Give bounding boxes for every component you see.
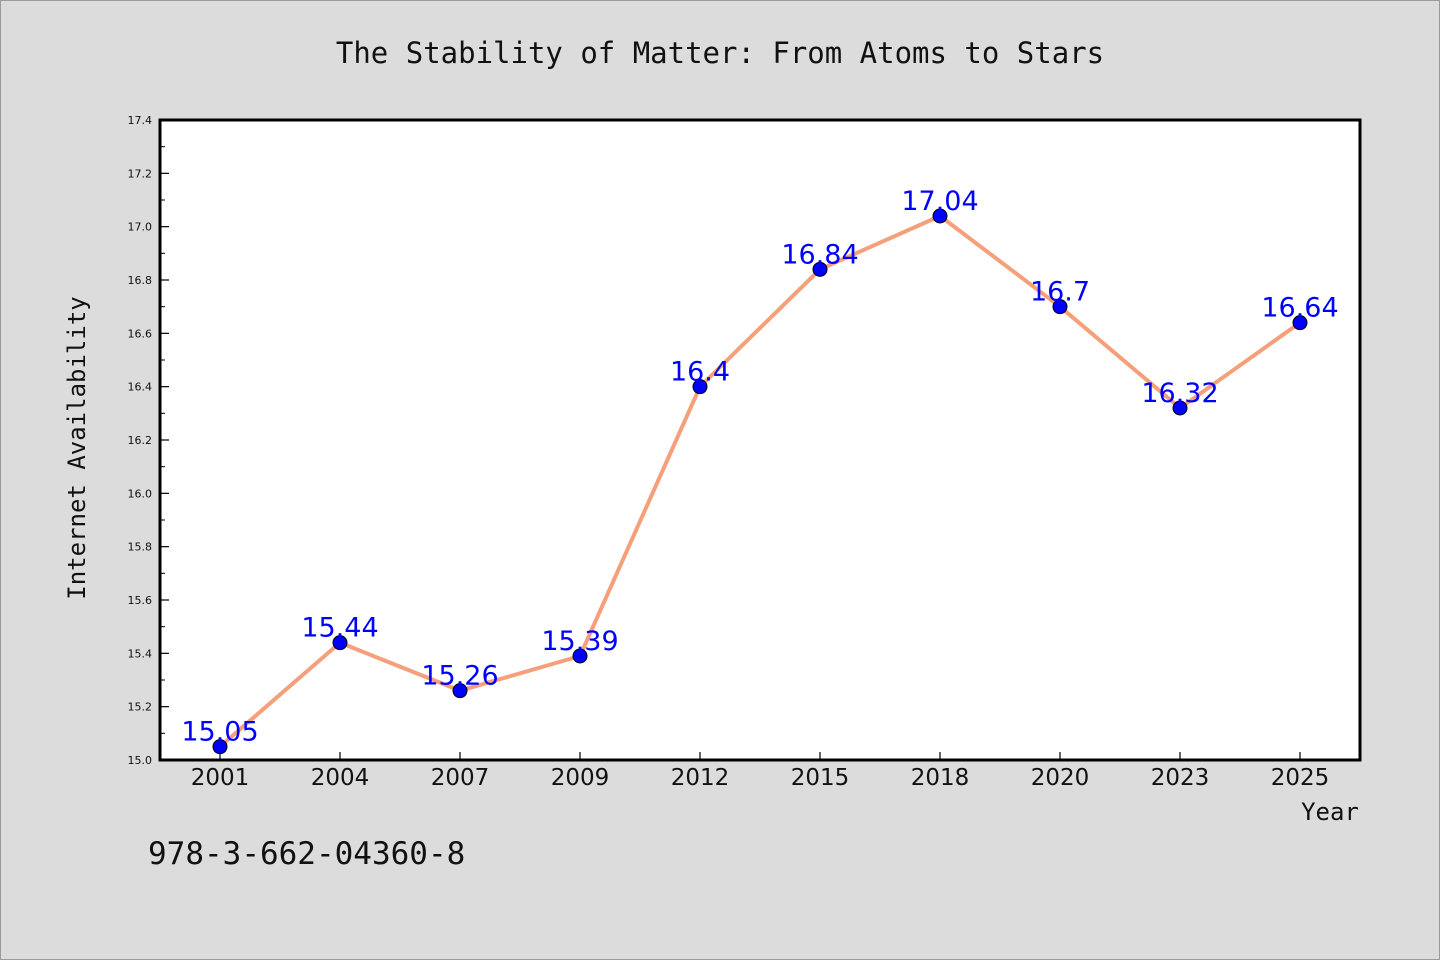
data-point [572,648,588,664]
plot-border [158,118,1362,762]
series-line [218,214,1302,749]
data-label: 16.64 [1261,293,1338,324]
data-label: 15.44 [301,613,378,644]
data-point [1052,299,1068,315]
data-point [212,739,228,755]
y-tick-label: 16.4 [128,381,153,394]
data-label: 16.7 [1030,277,1090,308]
y-tick-label: 15.0 [128,754,153,767]
y-tick-label: 16.0 [128,487,153,500]
plot-area [160,120,1360,760]
x-tick-label: 2025 [1271,765,1330,791]
isbn-annotation: 978-3-662-04360-8 [148,836,465,872]
data-labels: 15.05 15.44 15.26 15.39 16.4 16.84 17.04 16.7 16… [181,186,1338,748]
x-tick-label: 2012 [671,765,730,791]
data-label: 16.84 [781,239,858,270]
y-tick-label: 16.2 [128,434,153,447]
x-tick-label: 2007 [431,765,490,791]
data-point [932,208,948,224]
data-point [1172,400,1188,416]
y-tick-label: 15.2 [128,701,153,714]
x-tick-label: 2001 [191,765,250,791]
data-point [692,379,708,395]
y-tick-label: 15.8 [128,541,153,554]
x-tick-label: 2018 [911,765,970,791]
x-tick-label: 2020 [1031,765,1090,791]
data-point [812,261,828,277]
y-tick-label: 16.6 [128,327,153,340]
y-axis: 15.0 15.2 15.4 15.6 15.8 16.0 16.2 16.4 16.6 16.8… [128,114,169,767]
data-label: 15.05 [181,717,258,748]
data-point [332,635,348,651]
x-axis-label: Year [1301,798,1359,826]
x-tick-label: 2023 [1151,765,1210,791]
data-markers [212,208,1308,755]
data-label: 15.26 [421,661,498,692]
chart-title: The Stability of Matter: From Atoms to S… [336,36,1104,70]
y-tick-label: 17.4 [128,114,153,127]
data-label: 15.39 [541,626,618,657]
data-point [452,683,468,699]
y-tick-label: 16.8 [128,274,153,287]
x-axis: 2001 2004 2007 2009 2012 2015 2018 2020 2023 2025 [191,752,1330,791]
y-tick-label: 17.0 [128,221,153,234]
data-label: 16.32 [1141,378,1218,409]
x-tick-label: 2004 [311,765,370,791]
x-tick-label: 2015 [791,765,850,791]
y-tick-label: 17.2 [128,167,153,180]
data-label: 16.4 [670,357,730,388]
x-tick-label: 2009 [551,765,610,791]
y-axis-label: Internet Availability [63,296,91,599]
y-tick-label: 15.6 [128,594,153,607]
data-point [1292,315,1308,331]
data-label: 17.04 [901,186,978,217]
y-tick-label: 15.4 [128,647,153,660]
